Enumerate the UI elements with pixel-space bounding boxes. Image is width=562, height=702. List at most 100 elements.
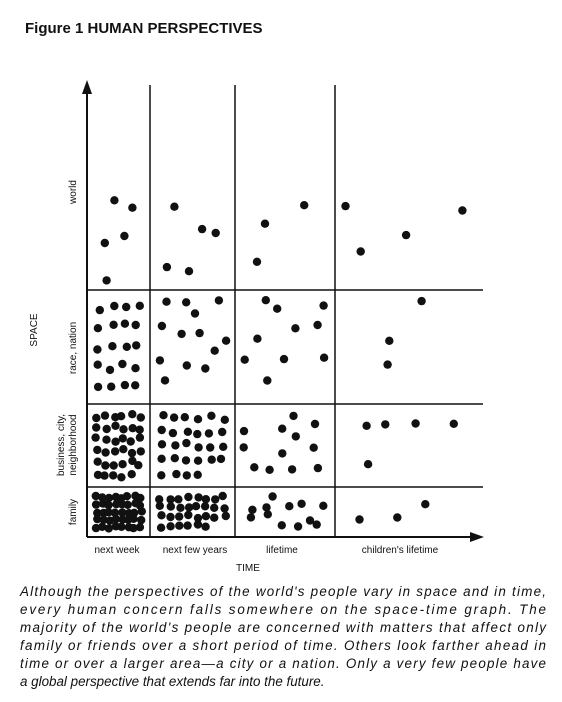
dot (118, 434, 128, 443)
dot (98, 522, 107, 531)
dot (313, 463, 323, 473)
dot (122, 342, 131, 351)
dot (157, 454, 166, 463)
dot (200, 502, 210, 511)
dot (157, 440, 167, 449)
dot (129, 514, 138, 523)
dot (190, 309, 200, 318)
dot (273, 304, 282, 313)
dot (341, 201, 350, 211)
dot (166, 495, 175, 504)
arrow (470, 532, 484, 542)
dot (210, 513, 219, 522)
dot (157, 321, 167, 331)
dot (170, 454, 179, 463)
dot (216, 454, 226, 464)
dot (155, 495, 164, 504)
dot (193, 513, 203, 523)
dot (104, 508, 113, 517)
dot (137, 507, 146, 516)
dot (98, 493, 107, 502)
dot (355, 515, 364, 524)
dot (221, 336, 231, 345)
dot (174, 495, 183, 504)
dot (109, 471, 118, 480)
dot (263, 510, 272, 519)
dot (193, 429, 202, 439)
dot (184, 503, 194, 512)
dot (193, 470, 202, 479)
dot (253, 334, 262, 343)
caption-line: a global perspective that extends far in… (20, 674, 324, 689)
dot (214, 296, 224, 305)
dot (211, 495, 220, 504)
dot (194, 493, 203, 502)
dot (93, 360, 102, 369)
dot (105, 365, 115, 375)
dot (300, 201, 309, 210)
dot (278, 449, 287, 458)
dot (93, 345, 102, 354)
dot (181, 456, 191, 465)
dot (162, 262, 172, 272)
dot (362, 421, 371, 430)
dot (183, 521, 192, 530)
dot (239, 426, 249, 436)
dot (93, 324, 103, 333)
dot (128, 410, 137, 419)
dot (252, 257, 262, 266)
dot (159, 411, 168, 420)
dot (157, 471, 166, 480)
column-label: next week (94, 545, 140, 556)
dot (111, 437, 120, 446)
dot (102, 435, 111, 444)
dot (184, 267, 194, 276)
dot (207, 411, 216, 420)
dot (411, 419, 420, 428)
dot (176, 503, 185, 512)
row-label: business, city, (56, 414, 67, 476)
dot (136, 447, 145, 456)
dot (166, 512, 175, 522)
dot (207, 455, 216, 464)
dot (91, 491, 101, 501)
dot (183, 427, 193, 436)
dot (219, 442, 228, 451)
dot (293, 522, 303, 531)
dot (319, 353, 329, 362)
dot (110, 196, 119, 205)
dot (263, 376, 272, 385)
dot (220, 415, 229, 424)
dot (297, 499, 306, 508)
dot (118, 359, 127, 369)
dot (93, 382, 103, 392)
dot (109, 461, 118, 470)
dot (195, 328, 204, 338)
dot (135, 523, 145, 532)
dot (319, 501, 328, 510)
dot (193, 520, 203, 529)
dot (277, 521, 286, 530)
dot (210, 503, 219, 512)
dot (110, 508, 120, 517)
dot (111, 421, 120, 430)
dots (91, 196, 467, 533)
dot (218, 491, 227, 501)
column-label: lifetime (266, 545, 298, 556)
dot (119, 425, 128, 434)
dot (201, 495, 211, 504)
dot (132, 341, 141, 350)
dot (184, 492, 193, 502)
dot (120, 319, 130, 328)
dot (221, 511, 230, 521)
dot (108, 342, 117, 351)
dot (166, 522, 175, 531)
dot (118, 508, 127, 517)
dot (197, 224, 207, 234)
dot (91, 500, 101, 509)
dot (93, 457, 102, 466)
row-label: world (68, 180, 79, 205)
dot (104, 493, 114, 503)
dot (116, 412, 126, 421)
dot (310, 419, 320, 429)
